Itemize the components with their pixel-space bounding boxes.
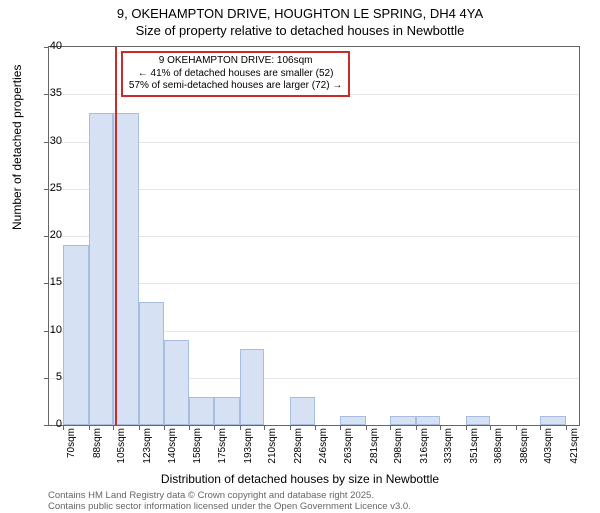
histogram-bar [164,340,190,425]
xtick-label: 123sqm [142,428,153,464]
histogram-bar [540,416,566,425]
ytick-label: 20 [38,229,62,241]
xtick-label: 246sqm [318,428,329,464]
histogram-bar [416,416,440,425]
xtick-mark [189,425,190,430]
xtick-mark [390,425,391,430]
xtick-mark [113,425,114,430]
callout-box: 9 OKEHAMPTON DRIVE: 106sqm← 41% of detac… [121,51,350,97]
ytick-label: 40 [38,40,62,52]
attribution: Contains HM Land Registry data © Crown c… [48,490,411,513]
reference-line [115,47,117,425]
xtick-label: 351sqm [469,428,480,464]
histogram-bar [290,397,316,425]
xtick-label: 421sqm [569,428,580,464]
xtick-mark [466,425,467,430]
xtick-label: 210sqm [267,428,278,464]
xtick-mark [490,425,491,430]
attribution-line2: Contains public sector information licen… [48,501,411,512]
xtick-label: 105sqm [116,428,127,464]
xtick-mark [440,425,441,430]
xtick-mark [290,425,291,430]
histogram-bar [390,416,416,425]
ytick-label: 5 [38,371,62,383]
ytick-label: 25 [38,182,62,194]
ytick-label: 10 [38,324,62,336]
xtick-label: 175sqm [217,428,228,464]
xtick-label: 386sqm [519,428,530,464]
xtick-label: 158sqm [192,428,203,464]
ytick-label: 15 [38,276,62,288]
histogram-bar [466,416,490,425]
xtick-label: 193sqm [243,428,254,464]
xtick-label: 316sqm [419,428,430,464]
xtick-label: 88sqm [92,428,103,458]
histogram-bar [63,245,89,425]
title-line1: 9, OKEHAMPTON DRIVE, HOUGHTON LE SPRING,… [0,6,600,23]
histogram-bar [240,349,264,425]
xtick-mark [315,425,316,430]
histogram-bar [340,416,366,425]
xtick-mark [366,425,367,430]
xtick-mark [264,425,265,430]
xtick-label: 140sqm [167,428,178,464]
xtick-label: 70sqm [66,428,77,458]
xtick-mark [340,425,341,430]
xtick-mark [240,425,241,430]
xtick-mark [89,425,90,430]
callout-line1: 9 OKEHAMPTON DRIVE: 106sqm [129,55,342,68]
histogram-bar [89,113,113,425]
xtick-mark [516,425,517,430]
histogram-bar [214,397,240,425]
xtick-label: 368sqm [493,428,504,464]
xtick-mark [214,425,215,430]
y-axis-label: Number of detached properties [10,65,24,230]
chart-title: 9, OKEHAMPTON DRIVE, HOUGHTON LE SPRING,… [0,6,600,40]
xtick-mark [416,425,417,430]
ytick-label: 30 [38,135,62,147]
ytick-label: 35 [38,87,62,99]
xtick-label: 298sqm [393,428,404,464]
xtick-label: 263sqm [343,428,354,464]
histogram-bar [139,302,163,425]
x-axis-label: Distribution of detached houses by size … [0,472,600,486]
histogram-bar [113,113,139,425]
xtick-mark [566,425,567,430]
xtick-mark [540,425,541,430]
xtick-label: 228sqm [293,428,304,464]
xtick-mark [164,425,165,430]
title-line2: Size of property relative to detached ho… [0,23,600,40]
xtick-mark [63,425,64,430]
plot-area: 9 OKEHAMPTON DRIVE: 106sqm← 41% of detac… [48,46,580,426]
xtick-label: 403sqm [543,428,554,464]
xtick-label: 281sqm [369,428,380,464]
ytick-label: 0 [38,418,62,430]
histogram-bar [189,397,213,425]
chart-area: 9 OKEHAMPTON DRIVE: 106sqm← 41% of detac… [48,46,580,426]
xtick-label: 333sqm [443,428,454,464]
xtick-mark [139,425,140,430]
callout-line3: 57% of semi-detached houses are larger (… [129,80,342,93]
callout-line2: ← 41% of detached houses are smaller (52… [129,68,342,81]
